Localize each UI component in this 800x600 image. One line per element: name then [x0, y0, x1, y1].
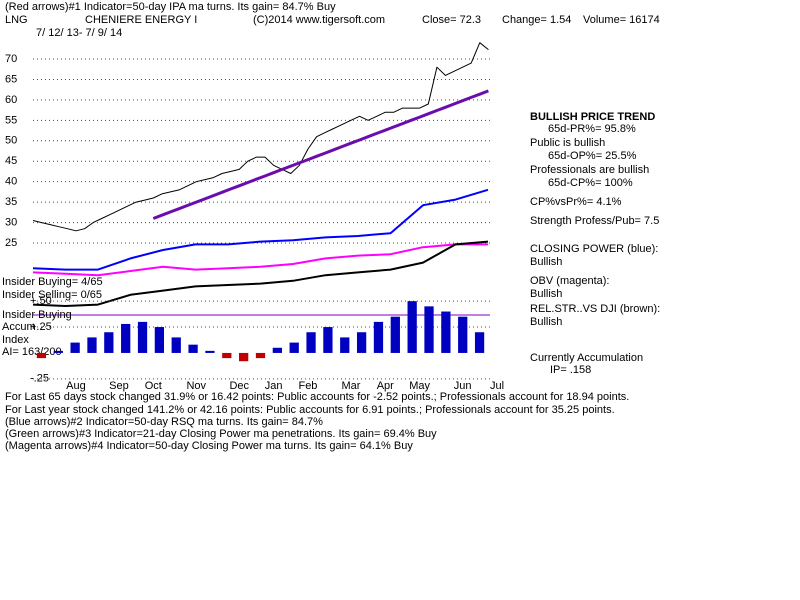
panel-text: IP= .158 — [550, 364, 591, 376]
panel-text: 65d-CP%= 100% — [548, 177, 633, 189]
bar — [36, 352, 47, 359]
bar — [323, 327, 333, 353]
panel-text: Strength Profess/Pub= 7.5 — [530, 215, 659, 227]
bar — [441, 311, 451, 353]
bar — [289, 342, 299, 353]
panel-text: 65d-OP%= 25.5% — [548, 150, 637, 162]
bar — [356, 332, 367, 353]
series-line — [32, 42, 489, 232]
company-name: CHENIERE ENERGY I — [85, 14, 197, 26]
x-tick-label: Aug — [66, 380, 86, 392]
bar — [121, 323, 131, 353]
y-tick-label: +.50 — [30, 295, 52, 307]
panel-text: Public is bullish — [530, 137, 605, 149]
bar — [306, 332, 316, 353]
bar — [137, 321, 148, 353]
y-tick-label: 35 — [5, 196, 17, 208]
x-tick-label: Jul — [490, 380, 504, 392]
x-tick-label: Dec — [229, 380, 249, 392]
footer-text: For Last year stock changed 141.2% or 42… — [5, 404, 615, 416]
y-tick-label: 55 — [5, 114, 17, 126]
x-tick-label: Sep — [109, 380, 129, 392]
x-tick-label: Oct — [145, 380, 162, 392]
bar — [53, 350, 63, 353]
date-range: 7/ 12/ 13- 7/ 9/ 14 — [36, 27, 122, 39]
series-line — [152, 89, 489, 220]
panel-text: Currently Accumulation — [530, 352, 643, 364]
bar — [474, 332, 485, 353]
x-tick-label: May — [409, 380, 430, 392]
panel-text: Bullish — [530, 256, 562, 268]
y-tick-label: 40 — [5, 176, 17, 188]
x-tick-label: Feb — [298, 380, 317, 392]
change: Change= 1.54 — [502, 14, 571, 26]
x-tick-label: Jun — [454, 380, 472, 392]
bar — [407, 301, 417, 353]
footer-text: (Green arrows)#3 Indicator=21-day Closin… — [5, 428, 437, 440]
ticker: LNG — [5, 14, 28, 26]
y-tick-label: 50 — [5, 135, 17, 147]
panel-text: CP%vsPr%= 4.1% — [530, 196, 622, 208]
bar — [458, 316, 468, 353]
close: Close= 72.3 — [422, 14, 481, 26]
y-tick-label: 30 — [5, 216, 17, 228]
footer-text: (Blue arrows)#2 Indicator=50-day RSQ ma … — [5, 416, 323, 428]
y-tick-label: 70 — [5, 53, 17, 65]
series-line — [32, 240, 489, 307]
bar — [154, 327, 165, 353]
y-tick-label: 45 — [5, 155, 17, 167]
copyright: (C)2014 www.tigersoft.com — [253, 14, 385, 26]
bar — [205, 350, 215, 353]
panel-text: CLOSING POWER (blue): — [530, 243, 658, 255]
bar — [188, 344, 198, 353]
bar — [171, 337, 181, 353]
panel-text: Professionals are bullish — [530, 164, 649, 176]
series-line — [32, 243, 488, 277]
bar — [222, 352, 232, 359]
bar — [87, 337, 97, 353]
bar — [424, 306, 434, 353]
y-tick-label: 60 — [5, 94, 17, 106]
insider-text: Accum — [2, 321, 36, 333]
insider-text: AI= 163/200 — [2, 346, 62, 358]
x-tick-label: Nov — [186, 380, 206, 392]
x-tick-label: Jan — [265, 380, 283, 392]
series-line — [32, 188, 489, 271]
x-tick-label: Apr — [377, 380, 394, 392]
panel-text: BULLISH PRICE TREND — [530, 111, 655, 123]
insider-text: Insider Buying= 4/65 — [2, 276, 103, 288]
y-tick-label: -.25 — [30, 373, 49, 385]
bar — [373, 321, 384, 353]
y-tick-label: +.25 — [30, 321, 52, 333]
panel-text: 65d-PR%= 95.8% — [548, 123, 636, 135]
x-tick-label: Mar — [341, 380, 360, 392]
panel-text: Bullish — [530, 288, 562, 300]
footer-text: (Magenta arrows)#4 Indicator=50-day Clos… — [5, 440, 413, 452]
panel-text: Bullish — [530, 316, 562, 328]
panel-text: REL.STR..VS DJI (brown): — [530, 303, 660, 315]
insider-text: Insider Buying — [2, 309, 72, 321]
bar — [340, 337, 350, 353]
indicator-note: (Red arrows)#1 Indicator=50-day IPA ma t… — [5, 1, 336, 13]
bar — [70, 342, 80, 353]
insider-text: Insider Selling= 0/65 — [2, 289, 102, 301]
bar — [104, 332, 114, 353]
y-tick-label: 25 — [5, 237, 17, 249]
bar — [390, 316, 400, 353]
bar — [255, 352, 266, 359]
bar — [272, 347, 282, 353]
y-tick-label: 65 — [5, 73, 17, 85]
insider-text: Index — [2, 334, 29, 346]
footer-text: For Last 65 days stock changed 31.9% or … — [5, 391, 629, 403]
bar — [239, 352, 249, 362]
volume: Volume= 16174 — [583, 14, 660, 26]
panel-text: OBV (magenta): — [530, 275, 609, 287]
